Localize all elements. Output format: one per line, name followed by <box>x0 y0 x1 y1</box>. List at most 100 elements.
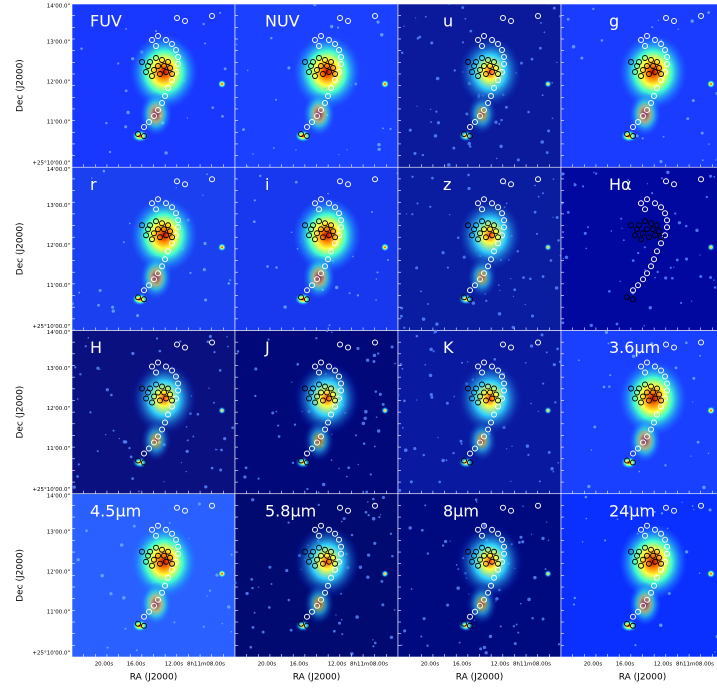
region-white <box>662 536 668 543</box>
region-white <box>328 248 334 255</box>
y-tick-label: 13'00.0" <box>47 40 70 46</box>
star <box>573 182 575 185</box>
star <box>369 473 372 476</box>
star <box>545 151 549 154</box>
star <box>583 231 587 235</box>
region-white <box>658 204 664 211</box>
star <box>204 485 208 489</box>
star <box>511 445 513 447</box>
star <box>124 627 127 630</box>
bright-star <box>381 569 389 578</box>
star <box>285 568 289 573</box>
star <box>467 141 471 146</box>
star <box>355 615 359 619</box>
region-white <box>535 176 541 183</box>
region-black <box>648 546 654 553</box>
region-white <box>495 530 501 537</box>
star <box>581 185 585 188</box>
region-white <box>146 119 152 125</box>
star <box>512 625 515 628</box>
region-black <box>630 459 636 466</box>
region-white <box>149 200 155 207</box>
region-black <box>169 234 175 241</box>
region-white <box>322 589 328 596</box>
star <box>97 303 100 307</box>
region-white <box>151 113 157 119</box>
star <box>554 286 559 290</box>
region-black <box>487 63 493 69</box>
star <box>291 461 295 465</box>
star <box>547 4 549 5</box>
star <box>154 29 158 33</box>
region-black <box>310 548 316 555</box>
star <box>498 122 501 125</box>
star <box>556 61 558 64</box>
region-black <box>167 65 173 71</box>
region-black <box>648 220 654 227</box>
region-white <box>153 369 159 376</box>
star <box>416 202 419 205</box>
region-white <box>316 43 322 49</box>
star <box>499 625 502 628</box>
region-black <box>636 548 642 555</box>
region-white <box>491 248 497 255</box>
star <box>223 67 227 71</box>
region-white <box>316 532 322 539</box>
galaxy-core <box>130 197 198 274</box>
region-black <box>493 65 499 71</box>
galaxy-core <box>293 197 361 274</box>
region-white <box>336 47 342 53</box>
image-panel: u <box>397 4 562 168</box>
region-white <box>652 363 658 370</box>
star <box>79 373 82 376</box>
star <box>714 651 716 653</box>
star <box>629 505 632 509</box>
region-black <box>654 548 660 555</box>
star <box>452 146 456 150</box>
region-white <box>141 450 147 457</box>
region-black <box>481 63 487 69</box>
region-white <box>644 107 650 113</box>
x-tick-label: 12.00s <box>165 662 184 668</box>
star <box>550 467 554 471</box>
region-black <box>306 558 312 565</box>
region-black <box>155 552 161 559</box>
region-black <box>141 459 147 466</box>
region-white <box>304 450 310 457</box>
star <box>700 131 704 135</box>
image-panel: J <box>234 329 399 495</box>
star <box>186 117 189 119</box>
region-white <box>318 107 324 113</box>
region-white <box>644 596 650 603</box>
region-white <box>175 550 181 557</box>
region-white <box>642 43 648 49</box>
region-black <box>632 69 638 75</box>
region-white <box>155 522 161 529</box>
star <box>376 20 380 24</box>
region-white <box>182 507 188 514</box>
region-black <box>302 222 308 229</box>
region-black <box>658 397 664 404</box>
star <box>254 367 258 371</box>
star <box>202 625 205 628</box>
star <box>433 332 435 334</box>
star <box>236 43 238 46</box>
y-axis-label: Dec (J2000) <box>16 386 26 439</box>
region-white <box>648 589 654 596</box>
star <box>226 336 228 338</box>
y-tick-label: 14'00.0" <box>47 493 70 499</box>
star <box>365 490 369 494</box>
region-white <box>174 15 180 21</box>
star <box>230 553 233 556</box>
region-black <box>465 385 471 392</box>
y-tick-label: +25°10'00.0" <box>32 487 70 493</box>
star <box>459 439 463 443</box>
star <box>561 321 565 325</box>
region-white <box>479 369 485 376</box>
region-black <box>163 558 169 565</box>
star <box>538 46 542 50</box>
region-white <box>495 403 501 410</box>
star <box>104 433 107 436</box>
star <box>469 29 473 33</box>
star <box>185 449 189 453</box>
